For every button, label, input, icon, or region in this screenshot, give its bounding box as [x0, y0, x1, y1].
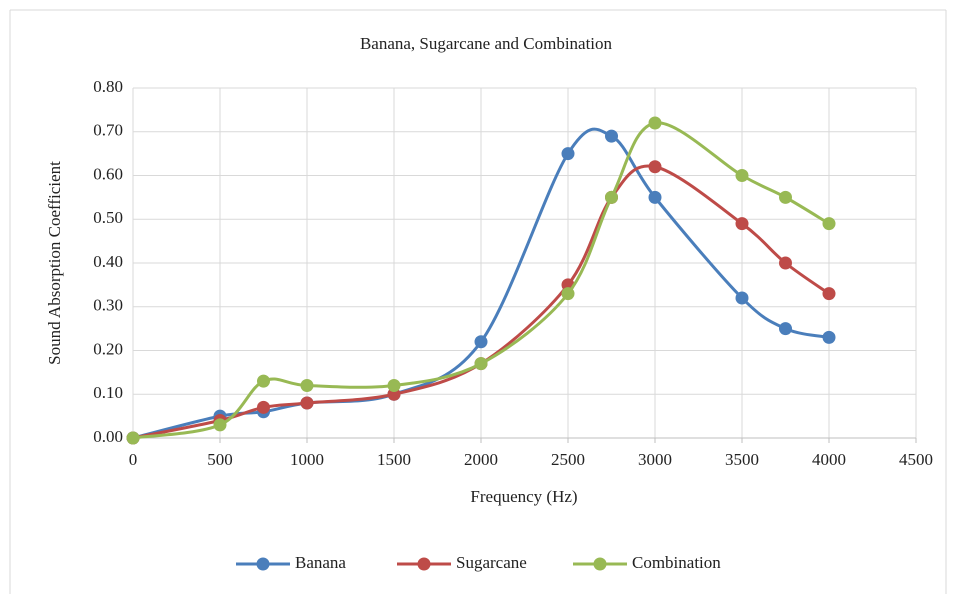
y-axis-label: Sound Absorption Coefficient — [45, 161, 64, 365]
y-tick-label: 0.00 — [93, 427, 123, 446]
y-tick-label: 0.70 — [93, 121, 123, 140]
data-point — [779, 190, 792, 204]
x-tick-label: 1500 — [377, 450, 411, 469]
y-tick-label: 0.50 — [93, 208, 123, 227]
data-point — [648, 160, 662, 174]
legend-label: Banana — [295, 553, 346, 572]
y-tick-label: 0.20 — [93, 339, 123, 358]
data-point — [300, 396, 314, 410]
data-point — [474, 357, 488, 371]
chart-title: Banana, Sugarcane and Combination — [360, 34, 613, 53]
data-point — [474, 335, 488, 349]
data-point — [213, 418, 227, 432]
data-point — [387, 379, 401, 392]
data-point — [822, 330, 836, 344]
data-point — [822, 217, 836, 231]
x-tick-label: 1000 — [290, 450, 324, 469]
x-tick-label: 500 — [207, 450, 233, 469]
data-point — [779, 256, 792, 270]
data-point — [735, 169, 749, 182]
y-tick-label: 0.80 — [93, 77, 123, 96]
x-tick-label: 2500 — [551, 450, 585, 469]
x-tick-label: 0 — [129, 450, 138, 469]
y-tick-label: 0.40 — [93, 252, 123, 271]
legend-marker — [593, 557, 607, 571]
x-tick-label: 3000 — [638, 450, 672, 469]
data-point — [779, 322, 792, 336]
data-point — [561, 287, 575, 301]
data-point — [300, 379, 314, 392]
x-tick-label: 3500 — [725, 450, 759, 469]
data-point — [822, 287, 836, 301]
data-point — [257, 374, 270, 388]
legend-marker — [417, 557, 431, 571]
data-point — [735, 217, 749, 231]
data-point — [126, 431, 140, 445]
y-tick-label: 0.60 — [93, 164, 123, 183]
x-axis-label: Frequency (Hz) — [470, 487, 577, 506]
data-point — [648, 116, 662, 130]
data-point — [735, 291, 749, 305]
y-tick-label: 0.10 — [93, 383, 123, 402]
data-point — [648, 190, 662, 204]
legend-label: Sugarcane — [456, 553, 527, 572]
x-tick-label: 4000 — [812, 450, 846, 469]
y-tick-label: 0.30 — [93, 296, 123, 315]
data-point — [605, 129, 618, 143]
x-tick-label: 4500 — [899, 450, 933, 469]
data-point — [561, 147, 575, 161]
legend-label: Combination — [632, 553, 721, 572]
legend-marker — [256, 557, 270, 571]
data-point — [257, 400, 270, 414]
x-tick-label: 2000 — [464, 450, 498, 469]
data-point — [605, 190, 618, 204]
